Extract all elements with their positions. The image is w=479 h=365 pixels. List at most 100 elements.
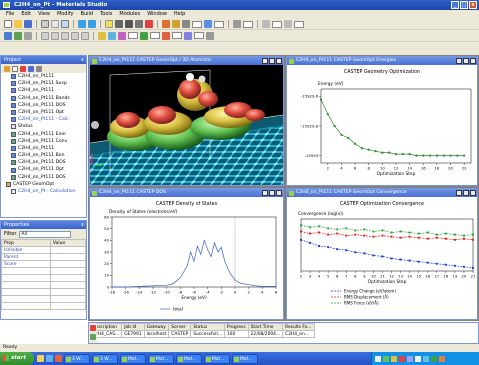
tree-item[interactable]: C2H4_on_Pt111 Bon xyxy=(3,152,86,159)
maximize-button[interactable] xyxy=(269,58,275,64)
menu-build[interactable]: Build xyxy=(80,11,94,17)
filter-select[interactable]: All xyxy=(19,230,72,238)
property-value[interactable] xyxy=(49,253,87,261)
menu-window[interactable]: Window xyxy=(147,11,167,17)
convergence-chart[interactable]: CASTEP Optimization Convergence Convergen… xyxy=(287,197,477,319)
table-row[interactable]: Parent xyxy=(1,253,87,261)
tree-item[interactable]: C2H4_on_Pt111 DOS xyxy=(3,174,86,181)
surface-icon[interactable] xyxy=(108,31,116,40)
save-icon[interactable] xyxy=(24,20,32,28)
column-header[interactable]: Progress xyxy=(223,323,249,331)
copy-icon[interactable] xyxy=(51,20,59,28)
rotate-icon[interactable] xyxy=(115,20,123,28)
new-doc-icon[interactable] xyxy=(12,65,18,72)
quicklaunch-icon[interactable] xyxy=(37,355,44,362)
tree-item[interactable]: Status xyxy=(3,123,86,130)
column-header[interactable]: Gateway xyxy=(143,323,170,331)
menu-file[interactable]: File xyxy=(6,11,15,17)
paste-icon[interactable] xyxy=(61,20,69,28)
tool-a-icon[interactable] xyxy=(41,31,49,40)
isosurface-icon[interactable] xyxy=(118,31,126,40)
lattice-icon[interactable] xyxy=(98,31,106,40)
tool-b-icon[interactable] xyxy=(51,31,59,40)
tree-item[interactable]: C2H4_on_Pt111 - Calc xyxy=(3,116,86,123)
column-header[interactable]: Server xyxy=(168,323,192,331)
redo-icon[interactable] xyxy=(88,20,96,28)
menu-view[interactable]: View xyxy=(38,11,50,17)
dos-chart[interactable]: CASTEP Density of States Density of State… xyxy=(90,197,283,319)
tree-item[interactable]: C2H4_on_Pt111 xyxy=(3,73,86,80)
module-castep-icon[interactable] xyxy=(4,31,12,40)
refresh-icon[interactable] xyxy=(36,65,42,72)
close-button[interactable]: x xyxy=(469,1,477,9)
table-row[interactable]: C2H4_CAS... GE7991 localhost CASTEP Successf… xyxy=(88,330,315,338)
misc-icon[interactable] xyxy=(206,31,214,40)
measure-icon[interactable] xyxy=(233,20,241,28)
taskbar-button[interactable]: Mat... xyxy=(148,353,174,364)
script-dropdown[interactable] xyxy=(194,32,204,39)
grid-icon[interactable] xyxy=(262,20,270,28)
tree-item[interactable]: C2H4_on_Pt111 Opt xyxy=(3,109,86,116)
tree-item[interactable]: C2H4_on_Pt111 Ener xyxy=(3,131,86,138)
tool-e-icon[interactable] xyxy=(81,31,89,40)
menu-help[interactable]: Help xyxy=(173,11,186,17)
maximize-button[interactable]: □ xyxy=(460,1,468,9)
menu-modify[interactable]: Modify xyxy=(56,11,74,17)
view-icon[interactable] xyxy=(284,20,292,28)
tree-item[interactable]: C2H4_on_Pt111 Opt xyxy=(3,166,86,173)
column-header[interactable]: Prop xyxy=(1,239,51,247)
table-row[interactable]: IsVisible xyxy=(1,246,87,254)
select-arrow-icon[interactable] xyxy=(105,20,113,28)
column-header[interactable]: Start Time xyxy=(247,323,284,331)
chart-dropdown[interactable] xyxy=(150,32,160,39)
taskbar-button[interactable]: Mat... xyxy=(232,353,258,364)
tree-item[interactable]: C2H4_on_Pt111 Susp xyxy=(3,80,86,87)
stop-icon[interactable] xyxy=(145,20,153,28)
display-style-dropdown[interactable] xyxy=(192,20,202,28)
import-icon[interactable] xyxy=(28,65,34,72)
menu-tools[interactable]: Tools xyxy=(100,11,113,17)
sketch-icon[interactable] xyxy=(172,20,180,28)
zoom-icon[interactable] xyxy=(135,20,143,28)
quicklaunch-icon[interactable] xyxy=(55,355,62,362)
open-folder-icon[interactable] xyxy=(14,20,22,28)
tray-icon[interactable] xyxy=(391,355,397,362)
taskbar-button[interactable]: Mat... xyxy=(120,353,146,364)
module-forcite-icon[interactable] xyxy=(24,31,32,40)
start-button[interactable]: start xyxy=(0,352,34,365)
stop-job-icon[interactable] xyxy=(90,325,96,331)
column-header[interactable]: Job Id xyxy=(121,323,145,331)
refresh-jobs-icon[interactable] xyxy=(90,334,96,340)
analysis-dropdown[interactable] xyxy=(172,32,182,39)
taskbar-button[interactable]: Mat... xyxy=(176,353,202,364)
tree-item[interactable]: C2H4_on_Pt - Calculation xyxy=(3,188,86,195)
tree-item[interactable]: C2H4_on_Pt111 DOS xyxy=(3,102,86,109)
tree-item[interactable]: C2H4_on_Pt111 xyxy=(3,145,86,152)
undo-icon[interactable] xyxy=(78,20,86,28)
minimize-button[interactable]: _ xyxy=(451,1,459,9)
grid-dropdown[interactable] xyxy=(272,20,282,28)
tool-c-icon[interactable] xyxy=(61,31,69,40)
structure-viewer[interactable] xyxy=(90,65,283,185)
maximize-button[interactable] xyxy=(269,190,275,196)
minimize-button[interactable] xyxy=(262,190,268,196)
property-value[interactable] xyxy=(49,260,87,268)
taskbar-button[interactable]: Mat... xyxy=(204,353,230,364)
delete-icon[interactable] xyxy=(20,65,26,72)
geometry-chart-window[interactable]: C2H4_on_Pt111 CASTEP GeomOpt Energies CA… xyxy=(286,56,478,186)
minimize-button[interactable] xyxy=(456,190,462,196)
column-header[interactable]: Value xyxy=(49,239,87,247)
translate-icon[interactable] xyxy=(125,20,133,28)
tray-icon[interactable] xyxy=(407,355,413,362)
property-value[interactable] xyxy=(49,246,87,254)
tree-item[interactable]: C2H4_on_Pt111 Conv xyxy=(3,138,86,145)
table-row[interactable]: Score xyxy=(1,260,87,268)
close-button[interactable] xyxy=(276,190,282,196)
color-dropdown[interactable] xyxy=(214,20,224,28)
taskbar-button[interactable]: 3 W... xyxy=(92,353,118,364)
script-icon[interactable] xyxy=(184,31,192,40)
close-button[interactable] xyxy=(470,58,476,64)
close-icon[interactable]: x xyxy=(81,57,84,63)
print-icon[interactable] xyxy=(41,20,49,28)
